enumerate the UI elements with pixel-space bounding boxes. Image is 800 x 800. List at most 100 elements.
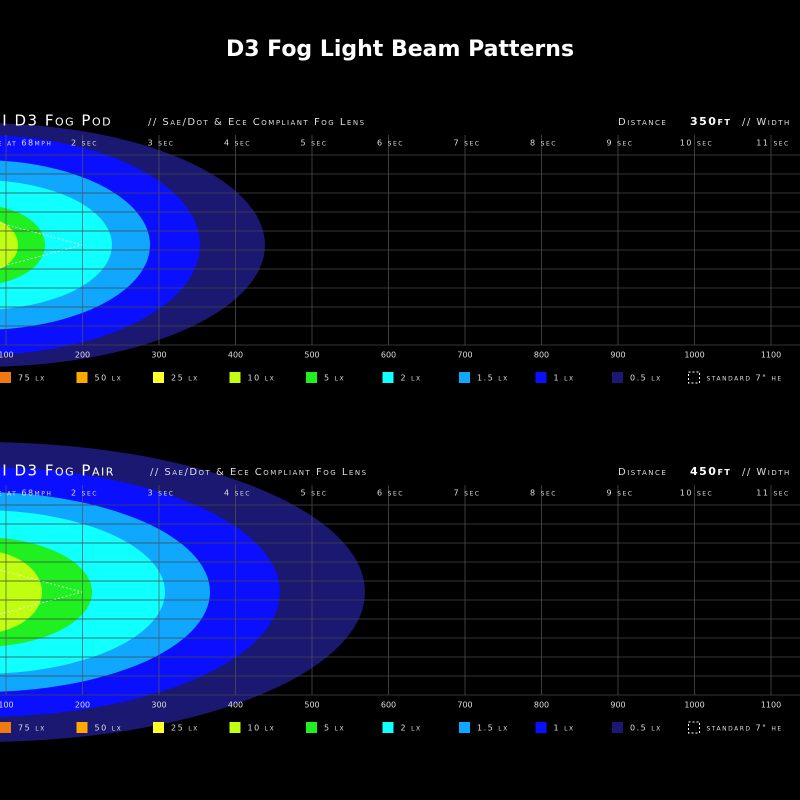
legend-swatch bbox=[229, 372, 241, 383]
legend-label: 50 lx bbox=[95, 374, 123, 383]
beam-zone bbox=[0, 206, 45, 284]
legend-label: 2 lx bbox=[401, 724, 422, 733]
distance-value: 450ft bbox=[690, 465, 731, 478]
width-label: // Width bbox=[742, 467, 791, 478]
axis-label: 600 bbox=[381, 701, 396, 710]
legend-label: 1 lx bbox=[554, 724, 575, 733]
legend-swatch bbox=[153, 722, 164, 733]
legend-label: 75 lx bbox=[18, 724, 46, 733]
legend-label: 0.5 lx bbox=[630, 724, 662, 733]
time-label: 3 sec bbox=[148, 489, 175, 498]
axis-label: 300 bbox=[151, 351, 166, 360]
axis-label: 500 bbox=[304, 351, 319, 360]
axis-label: 300 bbox=[151, 701, 166, 710]
time-label: ce at 68mph bbox=[0, 139, 52, 148]
legend-swatch bbox=[382, 372, 394, 383]
standard-outline bbox=[0, 569, 84, 615]
time-label: 7 sec bbox=[454, 489, 481, 498]
legend-swatch bbox=[0, 722, 11, 733]
legend-label: 1.5 lx bbox=[477, 724, 509, 733]
legend-swatch bbox=[612, 722, 623, 733]
time-label: 2 sec bbox=[71, 139, 98, 148]
beam-panel: 100 200 300 400 500 600 700 800 900 1000 1100 ce at… bbox=[0, 112, 800, 384]
beam-panel: 100 200 300 400 500 600 700 800 900 1000 1100 ce at… bbox=[0, 442, 800, 742]
legend-swatch bbox=[688, 371, 700, 384]
legend-swatch bbox=[76, 372, 88, 383]
standard-outline bbox=[0, 222, 84, 268]
axis-label: 500 bbox=[304, 701, 319, 710]
axis-label: 900 bbox=[610, 701, 625, 710]
legend-label: 0.5 lx bbox=[630, 374, 662, 383]
axis-label: 1000 bbox=[684, 351, 704, 360]
legend-swatch bbox=[459, 372, 470, 383]
distance-label: Distance bbox=[618, 467, 667, 478]
time-label: 10 sec bbox=[680, 139, 714, 148]
axis-label: 200 bbox=[75, 351, 90, 360]
legend-label: 75 lx bbox=[18, 374, 46, 383]
legend-swatch bbox=[229, 722, 241, 733]
axis-label: 700 bbox=[457, 351, 472, 360]
legend-swatch bbox=[535, 722, 547, 733]
axis-label: 900 bbox=[610, 351, 625, 360]
legend-label: 25 lx bbox=[171, 724, 199, 733]
legend-swatch bbox=[76, 722, 88, 733]
time-label: 8 sec bbox=[530, 139, 557, 148]
axis-label: 800 bbox=[534, 351, 549, 360]
beam-zone bbox=[0, 221, 18, 269]
legend-swatch bbox=[153, 372, 164, 383]
beam-zone bbox=[0, 552, 42, 632]
legend-label: 5 lx bbox=[324, 374, 345, 383]
time-label: 11 sec bbox=[756, 139, 790, 148]
panel-subtitle: // Sae/Dot & Ece Compliant Fog Lens bbox=[148, 117, 366, 128]
legend-swatch bbox=[306, 372, 317, 383]
time-label: 4 sec bbox=[224, 489, 251, 498]
legend-swatch bbox=[535, 372, 547, 383]
axis-label: 400 bbox=[228, 351, 243, 360]
legend-label: 1 lx bbox=[554, 374, 575, 383]
time-label: 6 sec bbox=[377, 489, 404, 498]
time-label: 8 sec bbox=[530, 489, 557, 498]
legend-swatch bbox=[688, 721, 700, 734]
width-label: // Width bbox=[742, 117, 791, 128]
axis-label: 700 bbox=[457, 701, 472, 710]
legend-label: 1.5 lx bbox=[477, 374, 509, 383]
legend-label: 2 lx bbox=[401, 374, 422, 383]
axis-label: 200 bbox=[75, 701, 90, 710]
time-label: 9 sec bbox=[607, 139, 634, 148]
legend-label: standard 7" he bbox=[707, 724, 783, 733]
legend-label: 50 lx bbox=[95, 724, 123, 733]
legend-label: standard 7" he bbox=[707, 374, 783, 383]
time-label: 10 sec bbox=[680, 489, 714, 498]
panel-name: .I D3 Fog Pod bbox=[0, 112, 112, 130]
axis-label: 1100 bbox=[761, 351, 781, 360]
panel-name: .I D3 Fog Pair bbox=[0, 462, 115, 480]
axis-label: 100 bbox=[0, 701, 14, 710]
legend-label: 10 lx bbox=[248, 724, 276, 733]
time-label: 6 sec bbox=[377, 139, 404, 148]
time-label: 9 sec bbox=[607, 489, 634, 498]
legend-swatch bbox=[0, 372, 11, 383]
distance-value: 350ft bbox=[690, 115, 731, 128]
time-label: 2 sec bbox=[71, 489, 98, 498]
axis-label: 1100 bbox=[761, 701, 781, 710]
title: D3 Fog Light Beam Patterns bbox=[226, 37, 574, 62]
legend-swatch bbox=[459, 722, 470, 733]
time-label: 11 sec bbox=[756, 489, 790, 498]
time-label: 4 sec bbox=[224, 139, 251, 148]
axis-label: 100 bbox=[0, 351, 14, 360]
axis-label: 800 bbox=[534, 701, 549, 710]
axis-label: 400 bbox=[228, 701, 243, 710]
legend-swatch bbox=[306, 722, 317, 733]
axis-label: 1000 bbox=[684, 701, 704, 710]
time-label: ce at 68mph bbox=[0, 489, 52, 498]
legend-label: 25 lx bbox=[171, 374, 199, 383]
beam-zone bbox=[0, 180, 112, 310]
time-label: 5 sec bbox=[301, 489, 328, 498]
time-label: 5 sec bbox=[301, 139, 328, 148]
legend-label: 5 lx bbox=[324, 724, 345, 733]
legend-swatch bbox=[382, 722, 394, 733]
panel-subtitle: // Sae/Dot & Ece Compliant Fog Lens bbox=[150, 467, 368, 478]
distance-label: Distance bbox=[618, 117, 667, 128]
time-label: 7 sec bbox=[454, 139, 481, 148]
